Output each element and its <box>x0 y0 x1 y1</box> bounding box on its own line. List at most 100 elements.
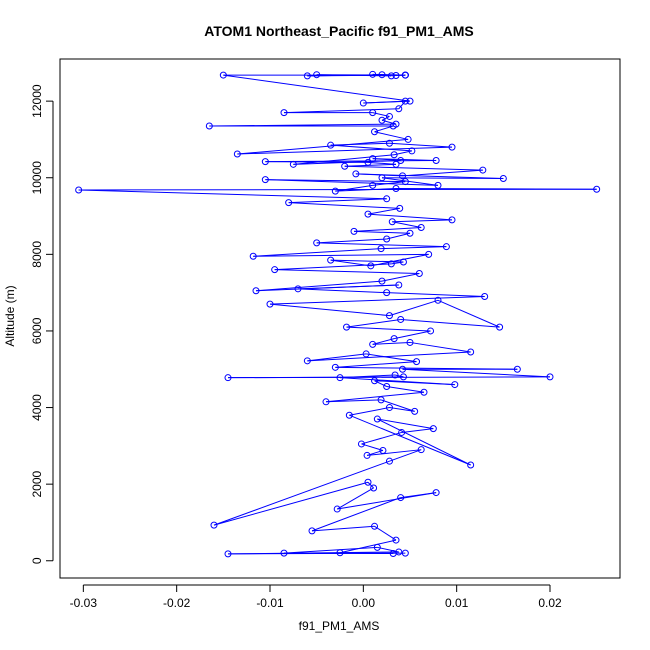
data-point <box>390 151 398 159</box>
data-point <box>383 289 391 297</box>
series-segment <box>78 189 387 200</box>
data-point <box>289 160 297 168</box>
data-point <box>378 277 386 285</box>
series-segment <box>265 179 439 186</box>
series-segment <box>288 198 387 204</box>
series-segment <box>344 165 483 171</box>
data-point <box>357 440 365 448</box>
series-segment <box>389 142 453 148</box>
series-segment <box>274 263 392 271</box>
data-point <box>546 373 554 381</box>
y-tick-label: 0 <box>30 557 44 564</box>
data-point <box>377 396 385 404</box>
data-point <box>331 363 339 371</box>
series-segment <box>374 131 409 140</box>
series-segment <box>346 318 401 328</box>
series-segment <box>297 288 387 294</box>
data-point <box>392 536 400 544</box>
series-segment <box>389 299 439 317</box>
series-segment <box>223 74 411 102</box>
data-point <box>388 218 396 226</box>
series-segment <box>325 399 382 403</box>
data-point <box>331 187 339 195</box>
series-segment <box>255 280 383 292</box>
data-point <box>395 105 403 113</box>
data-point <box>378 116 386 124</box>
data-point <box>345 411 353 419</box>
series-segment <box>386 232 411 240</box>
series-segment <box>330 144 412 152</box>
data-point <box>280 109 288 117</box>
data-point <box>399 373 407 381</box>
data-point <box>392 184 400 192</box>
series-segment <box>367 213 453 221</box>
data-point <box>219 71 227 79</box>
data-point <box>261 176 269 184</box>
series-segment <box>265 160 437 163</box>
x-tick-label: 0.02 <box>538 596 562 610</box>
y-tick-label: 4000 <box>30 394 44 421</box>
data-point <box>399 172 407 180</box>
series-segment <box>346 326 431 332</box>
data-point <box>327 141 335 149</box>
data-point <box>370 484 378 492</box>
series-segment <box>402 368 551 378</box>
series-segment <box>401 428 434 433</box>
data-point <box>336 374 344 382</box>
series-segment <box>335 187 397 192</box>
data-point <box>385 139 393 147</box>
data-point <box>467 461 475 469</box>
series-segment <box>381 273 420 282</box>
series-segment <box>227 376 551 379</box>
data-point <box>411 407 419 415</box>
data-point <box>369 155 377 163</box>
data-point <box>392 120 400 128</box>
data-point <box>285 199 293 207</box>
data-point <box>350 227 358 235</box>
data-point <box>415 269 423 277</box>
data-point <box>261 158 269 166</box>
data-point <box>387 72 395 80</box>
series-segment <box>344 163 397 167</box>
data-point <box>399 365 407 373</box>
data-point <box>303 72 311 80</box>
data-point <box>303 357 311 365</box>
series-segment <box>255 284 399 292</box>
series-segment <box>367 207 400 215</box>
data-point <box>266 300 274 308</box>
y-tick-label: 8000 <box>30 241 44 268</box>
data-point <box>481 292 489 300</box>
data-point <box>364 158 372 166</box>
data-point <box>401 71 409 79</box>
series-segment <box>353 227 422 232</box>
data-point <box>385 404 393 412</box>
series-segment <box>311 525 375 532</box>
series-segment <box>288 202 400 209</box>
data-point <box>434 296 442 304</box>
data-point <box>210 521 218 529</box>
data-point <box>313 239 321 247</box>
data-point <box>401 178 409 186</box>
x-tick-label: 0.01 <box>445 596 469 610</box>
data-point <box>333 505 341 513</box>
data-point <box>322 398 330 406</box>
data-point <box>379 446 387 454</box>
data-point <box>369 109 377 117</box>
data-point <box>271 266 279 274</box>
series-segment <box>335 366 518 370</box>
data-point <box>442 243 450 251</box>
series-segment <box>372 341 411 345</box>
data-point <box>406 229 414 237</box>
data-point <box>401 549 409 557</box>
series-segment <box>253 253 429 257</box>
series-segment <box>269 295 485 305</box>
series-segment <box>237 146 453 155</box>
data-point <box>417 224 425 232</box>
series-segment <box>392 219 453 223</box>
series-segment <box>355 173 403 177</box>
data-point <box>432 157 440 165</box>
series-segment <box>293 160 401 165</box>
series-segment <box>374 525 397 541</box>
series-segment <box>339 552 394 554</box>
data-point <box>371 522 379 530</box>
